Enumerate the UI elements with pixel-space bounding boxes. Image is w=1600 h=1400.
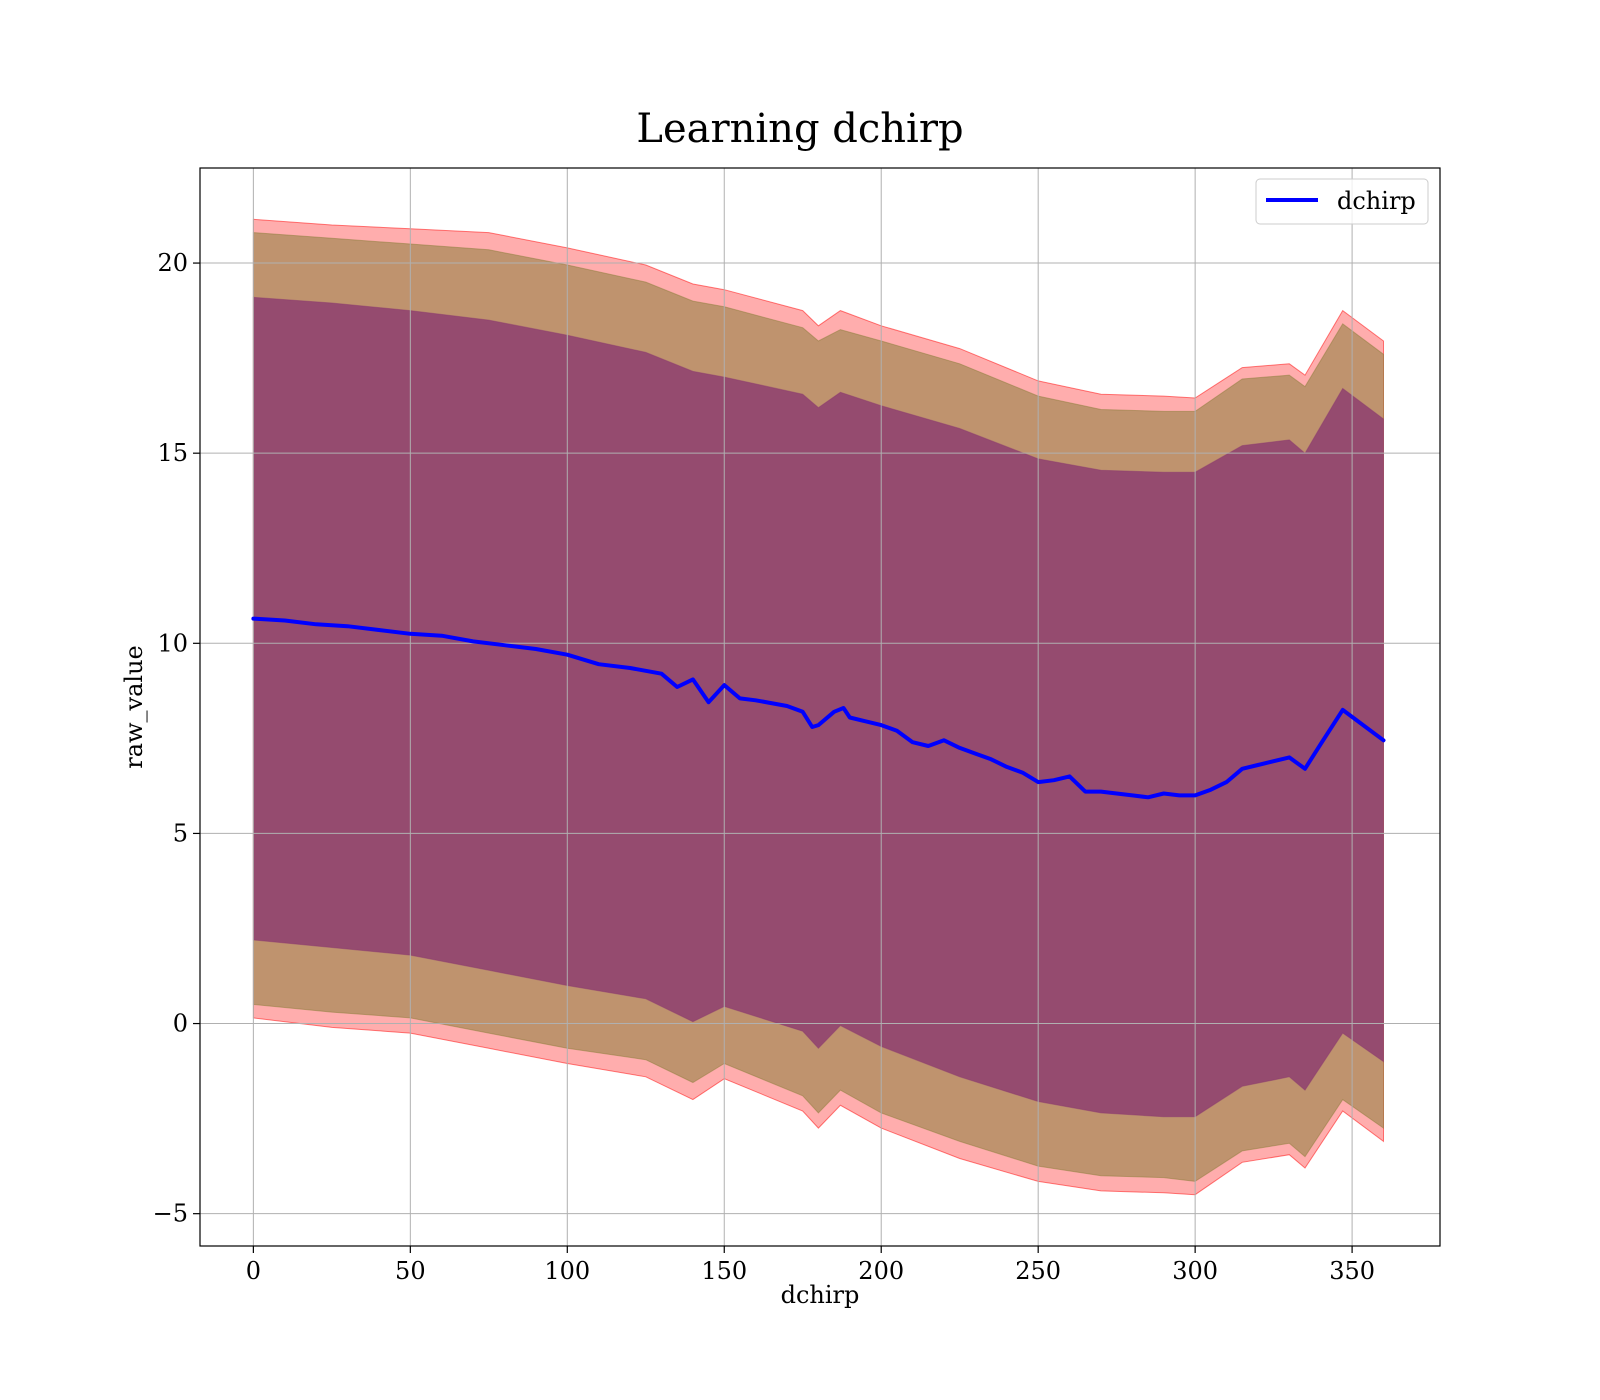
y-axis-label: raw_value: [120, 645, 148, 769]
plot-frame: [199, 167, 1441, 1247]
x-tick-label: 300: [1172, 1257, 1218, 1285]
y-tick-label: 0: [173, 1010, 188, 1038]
x-tick-label: 200: [858, 1257, 904, 1285]
band-inner: [252, 296, 1384, 1118]
x-axis-label: dchirp: [781, 1281, 860, 1309]
x-tick-label: 50: [395, 1257, 426, 1285]
x-tick-label: 350: [1329, 1257, 1375, 1285]
y-tick-label: 15: [157, 439, 188, 467]
x-tick-label: 0: [246, 1257, 261, 1285]
legend: dchirp: [1255, 178, 1429, 225]
legend-box: [1255, 178, 1429, 225]
y-axis-ticks: −5 0 5 10 15 20: [153, 249, 200, 1228]
x-tick-label: 250: [1015, 1257, 1061, 1285]
x-tick-label: 100: [544, 1257, 590, 1285]
y-tick-label: −5: [153, 1200, 188, 1228]
confidence-bands: [252, 218, 1384, 1196]
grid-lines: [200, 168, 1440, 1246]
x-axis-ticks: 0 50 100 150 200 250 300 350: [246, 1246, 1375, 1285]
chart-title: Learning dchirp: [636, 106, 963, 152]
y-tick-label: 10: [157, 629, 188, 657]
y-tick-label: 5: [173, 819, 188, 847]
series-lines: [251, 616, 1386, 800]
y-tick-label: 20: [157, 249, 188, 277]
legend-label-dchirp: dchirp: [1337, 187, 1416, 215]
x-tick-label: 150: [701, 1257, 747, 1285]
series-line-dchirp: [251, 616, 1386, 800]
